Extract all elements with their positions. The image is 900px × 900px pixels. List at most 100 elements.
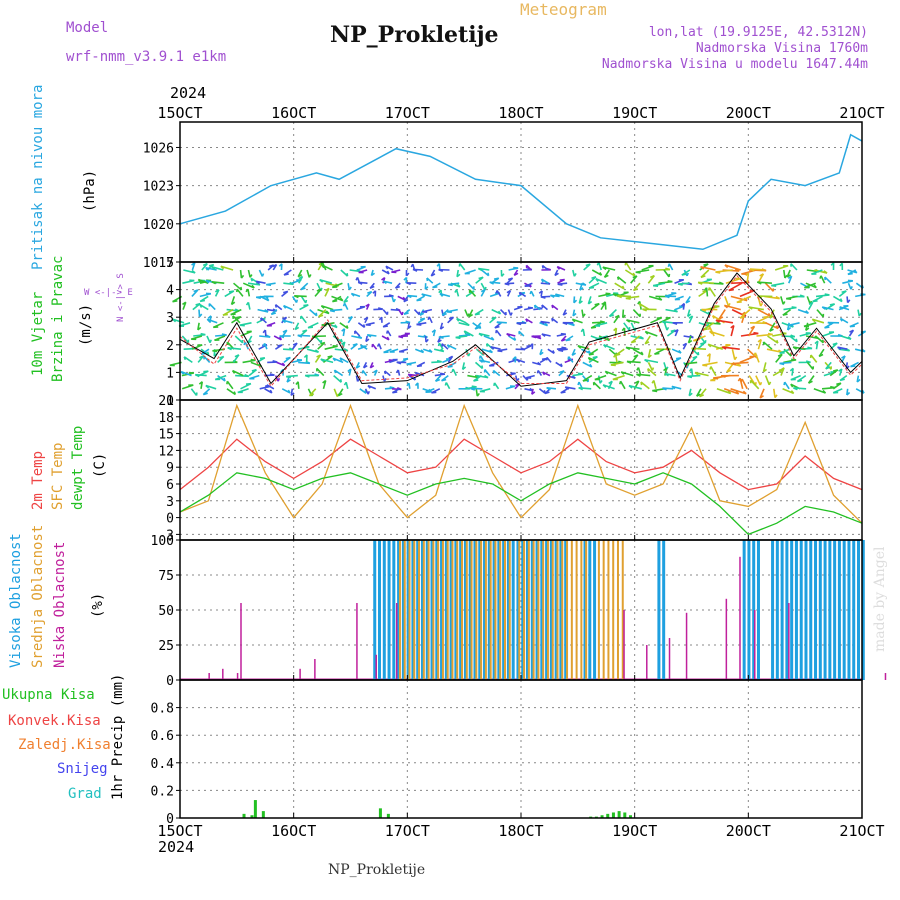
wind-arrow-head: [540, 296, 546, 299]
wind-arrow-head: [688, 368, 693, 372]
wind-arrow-head: [578, 300, 583, 304]
wind-arrow-head: [406, 363, 412, 366]
cloud-bar-mid: [508, 540, 511, 680]
wind-arrow-head: [209, 339, 212, 343]
cloud-bar-high: [535, 540, 539, 680]
wind-arrow-head: [587, 350, 592, 354]
cloud-bar-high: [506, 540, 510, 680]
wind-arrow: [762, 362, 767, 372]
cloud-bar-mid: [398, 540, 401, 680]
temp-dewpt-line: [179, 472, 863, 536]
y-tick-label: 6: [166, 478, 174, 493]
wind-arrow-head: [428, 349, 433, 353]
wind-arrow-head: [320, 358, 325, 363]
wind-arrow-head: [282, 329, 288, 333]
cloud-bar-high: [392, 540, 396, 680]
wind-arrow: [334, 369, 344, 377]
wind-arrow-head: [822, 389, 827, 394]
wind-arrow-head: [759, 395, 764, 399]
wind-arrow-head: [386, 270, 390, 275]
wind-arrow-head: [420, 349, 425, 353]
wind-arrow-head: [790, 383, 794, 388]
wind-arrow-head: [478, 355, 482, 359]
wind-arrow: [690, 368, 694, 376]
y-tick-label: 1020: [143, 218, 174, 233]
wind-arrow-head: [621, 327, 626, 332]
wind-arrow-head: [571, 352, 577, 357]
wind-arrow-head: [544, 322, 549, 327]
wind-arrow-head: [240, 274, 245, 279]
wind-arrow-head: [295, 299, 299, 303]
wind-arrow-head: [578, 387, 584, 391]
wind-arrow-head: [674, 328, 679, 333]
wind-arrow-head: [721, 346, 727, 350]
wind-arrow: [632, 348, 644, 356]
wind-arrow-head: [489, 281, 494, 285]
wind-arrow-head: [474, 313, 480, 316]
wind-arrow-head: [300, 287, 306, 291]
wind-arrow: [614, 282, 625, 290]
cloud-bar-mid: [418, 540, 421, 680]
wind-arrow-head: [739, 315, 745, 319]
wind-arrow-head: [451, 368, 454, 373]
wind-arrow-head: [366, 334, 372, 338]
wind-arrow-head: [768, 381, 772, 386]
wind-arrow-head: [463, 330, 467, 335]
wind-arrow-head: [709, 330, 713, 335]
wind-arrow-head: [438, 289, 442, 294]
wind-arrow-head: [824, 326, 830, 329]
wind-arrow-head: [582, 282, 587, 286]
cloud-bar-high: [425, 540, 429, 680]
wind-arrow-head: [625, 346, 631, 351]
wind-arrow-head: [193, 289, 199, 293]
wind-arrow-head: [476, 392, 480, 397]
wind-arrow-head: [439, 293, 444, 297]
wind-arrow: [813, 388, 826, 394]
wind-arrow: [746, 348, 758, 359]
wind-arrow: [438, 342, 444, 350]
wind-arrow: [456, 317, 467, 324]
y-tick-label: 100: [151, 534, 174, 549]
wind-arrow-head: [419, 317, 425, 321]
wind-arrow-head: [596, 262, 600, 266]
wind-arrow-head: [860, 293, 866, 296]
cloud-bar-low: [208, 673, 210, 680]
wind-arrow-head: [319, 279, 324, 283]
wind-arrow-head: [182, 301, 187, 306]
wind-arrow-head: [266, 297, 270, 302]
wind-arrow: [707, 343, 723, 350]
wind-arrow: [739, 355, 755, 364]
cloud-bar-high: [397, 540, 401, 680]
cloud-bar-mid: [441, 540, 444, 680]
wind-arrow-head: [715, 319, 720, 323]
wind-arrow: [708, 287, 716, 297]
wind-arrow-head: [231, 370, 236, 374]
wind-arrow-head: [552, 350, 555, 354]
wind-arrow: [234, 335, 244, 344]
wind-arrow: [333, 374, 342, 383]
wind-arrow-head: [282, 305, 287, 309]
wind-arrow-head: [759, 381, 763, 386]
cloud-bar-high: [833, 540, 837, 680]
wind-arrow: [242, 282, 255, 289]
wind-arrow-head: [625, 297, 631, 300]
wind-arrow-head: [604, 370, 609, 375]
cloud-bar-high: [521, 540, 525, 680]
wind-arrow-head: [561, 338, 566, 342]
wind-arrow-head: [633, 354, 639, 358]
wind-arrow-head: [431, 329, 436, 333]
wind-arrow: [226, 388, 236, 396]
wind-arrow: [604, 301, 607, 310]
temp-sfc-line: [179, 403, 863, 524]
wind-arrow-head: [707, 287, 711, 291]
wind-arrow-head: [447, 365, 453, 368]
wind-arrow-head: [320, 341, 326, 345]
wind-arrow-head: [221, 333, 227, 336]
wind-arrow-head: [619, 380, 622, 385]
y-tick-label: 0.4: [151, 757, 175, 772]
wind-arrow-head: [370, 272, 376, 277]
wind-arrow-head: [266, 283, 272, 287]
wind-arrow-head: [664, 295, 670, 299]
wind-arrow: [764, 375, 770, 386]
wind-arrow-head: [753, 331, 759, 335]
